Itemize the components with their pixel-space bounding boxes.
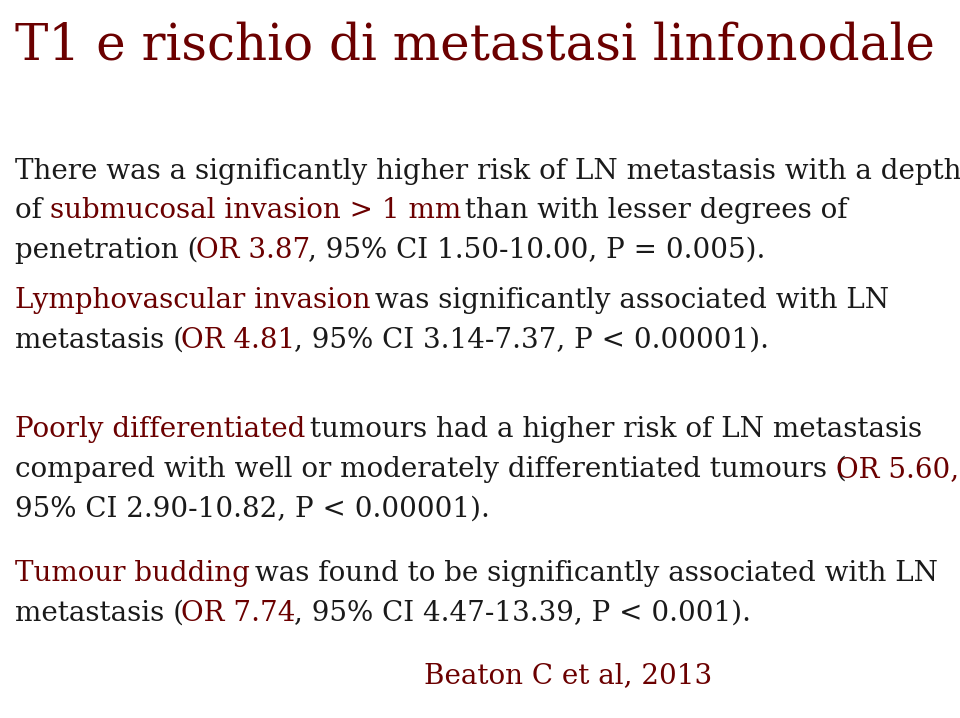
Text: Poorly differentiated: Poorly differentiated <box>14 416 305 444</box>
Text: OR 7.74: OR 7.74 <box>181 600 296 627</box>
Text: T1 e rischio di metastasi linfonodale: T1 e rischio di metastasi linfonodale <box>14 22 935 71</box>
Text: penetration (: penetration ( <box>14 237 198 264</box>
Text: Beaton C et al, 2013: Beaton C et al, 2013 <box>424 662 712 689</box>
Text: of: of <box>14 197 51 225</box>
Text: , 95% CI 1.50-10.00, P = 0.005).: , 95% CI 1.50-10.00, P = 0.005). <box>308 237 766 264</box>
Text: compared with well or moderately differentiated tumours (: compared with well or moderately differe… <box>14 456 847 483</box>
Text: metastasis (: metastasis ( <box>14 600 183 627</box>
Text: OR 5.60,: OR 5.60, <box>835 456 959 483</box>
Text: OR 4.81: OR 4.81 <box>181 327 296 354</box>
Text: tumours had a higher risk of LN metastasis: tumours had a higher risk of LN metastas… <box>301 416 923 444</box>
Text: was significantly associated with LN: was significantly associated with LN <box>366 287 889 314</box>
Text: than with lesser degrees of: than with lesser degrees of <box>456 197 848 225</box>
Text: There was a significantly higher risk of LN metastasis with a depth: There was a significantly higher risk of… <box>14 158 960 185</box>
Text: Lymphovascular invasion: Lymphovascular invasion <box>14 287 371 314</box>
Text: , 95% CI 3.14-7.37, P < 0.00001).: , 95% CI 3.14-7.37, P < 0.00001). <box>294 327 769 354</box>
Text: submucosal invasion > 1 mm: submucosal invasion > 1 mm <box>50 197 462 225</box>
Text: metastasis (: metastasis ( <box>14 327 183 354</box>
Text: Tumour budding: Tumour budding <box>14 560 250 587</box>
Text: OR 3.87: OR 3.87 <box>196 237 310 264</box>
Text: was found to be significantly associated with LN: was found to be significantly associated… <box>247 560 939 587</box>
Text: 95% CI 2.90-10.82, P < 0.00001).: 95% CI 2.90-10.82, P < 0.00001). <box>14 495 490 523</box>
Text: , 95% CI 4.47-13.39, P < 0.001).: , 95% CI 4.47-13.39, P < 0.001). <box>295 600 752 627</box>
